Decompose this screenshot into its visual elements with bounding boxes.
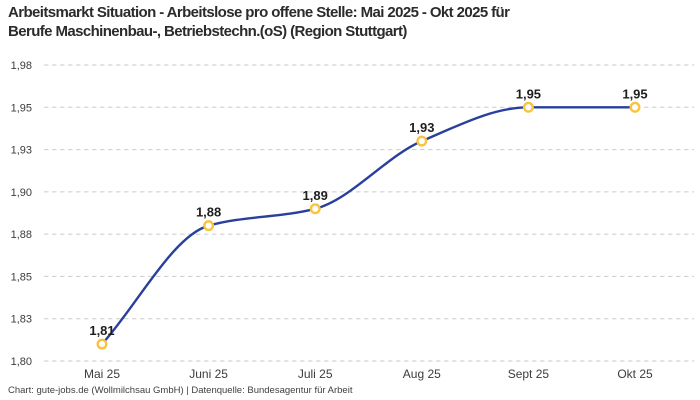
data-point-marker	[629, 101, 641, 113]
y-tick-label: 1,85	[11, 271, 32, 283]
data-point-marker	[309, 203, 321, 215]
data-point-marker	[96, 338, 108, 350]
y-tick-label: 1,93	[11, 145, 32, 157]
chart-title: Arbeitsmarkt Situation - Arbeitslose pro…	[8, 3, 510, 41]
series-line	[100, 106, 637, 346]
x-tick-label: Sept 25	[508, 367, 550, 381]
data-point-label: 1,81	[89, 323, 114, 338]
x-tick-label: Aug 25	[403, 367, 441, 381]
chart-footer: Chart: gute-jobs.de (Wollmilchsau GmbH) …	[8, 385, 353, 396]
y-tick-label: 1,83	[11, 314, 32, 326]
x-tick-label: Okt 25	[617, 367, 653, 381]
data-point-label: 1,95	[516, 86, 541, 101]
y-tick-label: 1,90	[11, 187, 32, 199]
data-point-marker	[416, 135, 428, 147]
y-tick-label: 1,80	[11, 356, 32, 368]
data-point-label: 1,95	[622, 86, 647, 101]
data-point-marker	[522, 101, 534, 113]
data-point-marker	[203, 220, 215, 232]
y-tick-label: 1,88	[11, 229, 32, 241]
y-tick-label: 1,98	[11, 60, 32, 72]
chart-title-line1: Arbeitsmarkt Situation - Arbeitslose pro…	[8, 4, 510, 21]
data-point-label: 1,89	[303, 188, 328, 203]
y-tick-label: 1,95	[11, 102, 32, 114]
chart-title-line2: Berufe Maschinenbau-, Betriebstechn.(oS)…	[8, 23, 407, 40]
x-tick-label: Mai 25	[84, 367, 120, 381]
x-tick-label: Juli 25	[298, 367, 333, 381]
x-tick-label: Juni 25	[189, 367, 228, 381]
data-point-label: 1,93	[409, 120, 434, 135]
data-point-label: 1,88	[196, 205, 221, 220]
